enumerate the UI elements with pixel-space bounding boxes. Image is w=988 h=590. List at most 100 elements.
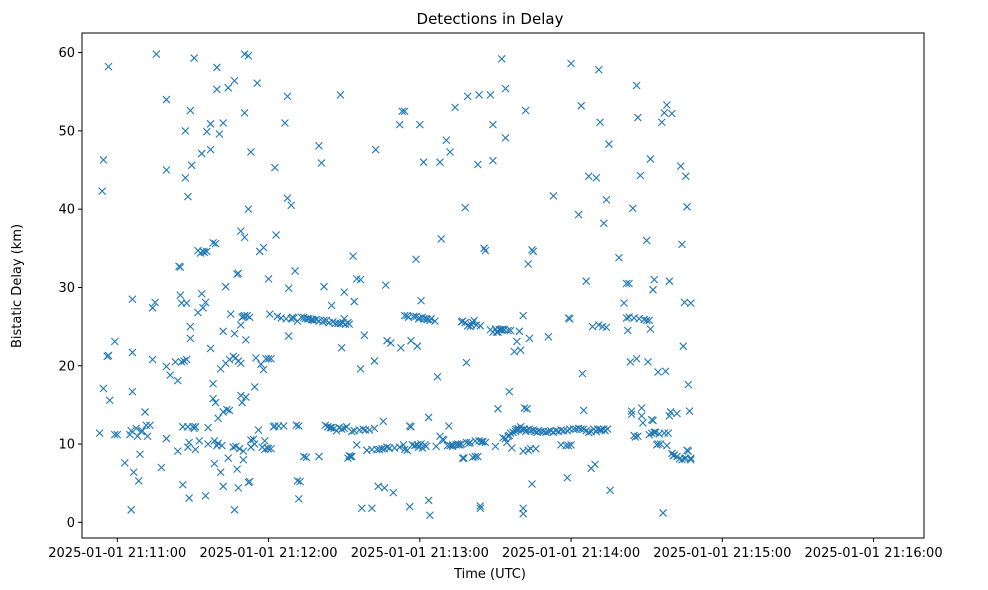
data-point (628, 204, 637, 213)
data-point (524, 260, 533, 268)
data-point (340, 288, 349, 297)
y-axis: 0 10 20 30 40 50 60 (58, 46, 82, 531)
y-axis-title: Bistatic Delay (km) (10, 224, 25, 348)
data-point (620, 299, 628, 308)
data-point (264, 274, 273, 283)
data-point (398, 107, 407, 116)
data-point (206, 344, 215, 353)
data-point (214, 439, 223, 448)
data-point (214, 414, 223, 423)
data-point (407, 422, 415, 431)
data-point (481, 438, 490, 447)
data-point (577, 425, 586, 434)
data-point (200, 248, 209, 257)
data-point (602, 323, 611, 332)
data-point (582, 277, 591, 286)
data-point (336, 90, 345, 99)
data-point (664, 429, 673, 437)
y-tick-label: 0 (67, 516, 75, 531)
data-point (473, 452, 482, 461)
data-point (499, 433, 507, 442)
data-point (302, 453, 311, 462)
data-point (327, 301, 336, 310)
x-tick-label: 2025-01-01 21:15:00 (653, 546, 791, 561)
x-tick-label: 2025-01-01 21:12:00 (200, 546, 338, 561)
data-point (633, 432, 642, 441)
data-point (128, 295, 137, 304)
data-point (236, 227, 245, 235)
data-point (254, 426, 263, 434)
data-point (683, 202, 691, 211)
data-point (327, 423, 336, 432)
data-point (433, 372, 442, 381)
data-point (260, 437, 269, 445)
data-point (507, 444, 516, 452)
data-point (99, 384, 108, 393)
data-point (680, 298, 689, 307)
data-point (599, 219, 608, 228)
data-point (622, 314, 631, 322)
data-point (270, 422, 279, 430)
data-point (577, 101, 586, 110)
data-point (113, 430, 122, 439)
data-point (489, 120, 497, 129)
data-point (461, 203, 470, 212)
data-point (368, 504, 376, 513)
data-point (627, 407, 636, 416)
data-point (604, 140, 613, 149)
data-point (142, 421, 151, 430)
data-point (512, 337, 521, 346)
data-point (141, 408, 149, 416)
data-point (148, 355, 157, 364)
data-point (171, 357, 180, 366)
data-point (293, 476, 302, 485)
data-point (681, 172, 690, 181)
data-point (315, 141, 323, 150)
data-point (224, 83, 233, 92)
data-point (432, 442, 441, 451)
data-point (264, 444, 273, 453)
data-point (187, 161, 196, 170)
data-point (519, 311, 528, 320)
data-point (471, 437, 480, 445)
data-point (120, 458, 129, 467)
data-point (240, 233, 249, 242)
data-point (497, 54, 506, 63)
data-point (195, 437, 204, 445)
data-point (345, 320, 354, 329)
data-point (481, 246, 490, 255)
data-point (419, 158, 428, 167)
data-point (529, 247, 538, 256)
data-point (219, 327, 228, 336)
data-point (633, 113, 642, 122)
data-point (637, 404, 646, 412)
data-point (182, 355, 191, 364)
data-point (491, 442, 500, 451)
data-point (199, 303, 207, 312)
data-point (221, 282, 230, 291)
data-point (422, 442, 430, 451)
data-point (104, 62, 113, 71)
data-point (565, 425, 574, 434)
data-point (615, 253, 623, 262)
data-point (347, 452, 356, 461)
data-point (654, 440, 662, 448)
data-point (104, 351, 113, 360)
data-point (446, 148, 454, 156)
data-point (623, 326, 632, 335)
data-point (386, 339, 395, 347)
data-point (215, 130, 224, 138)
data-point (463, 92, 472, 101)
data-point (673, 409, 681, 418)
data-point (370, 357, 379, 365)
data-point (346, 452, 355, 461)
data-point (591, 460, 599, 469)
data-point (442, 136, 451, 145)
data-point (148, 303, 157, 312)
data-point (407, 336, 415, 345)
data-point (212, 85, 221, 94)
data-point (211, 239, 220, 248)
data-point (127, 505, 136, 514)
data-point (544, 332, 553, 341)
